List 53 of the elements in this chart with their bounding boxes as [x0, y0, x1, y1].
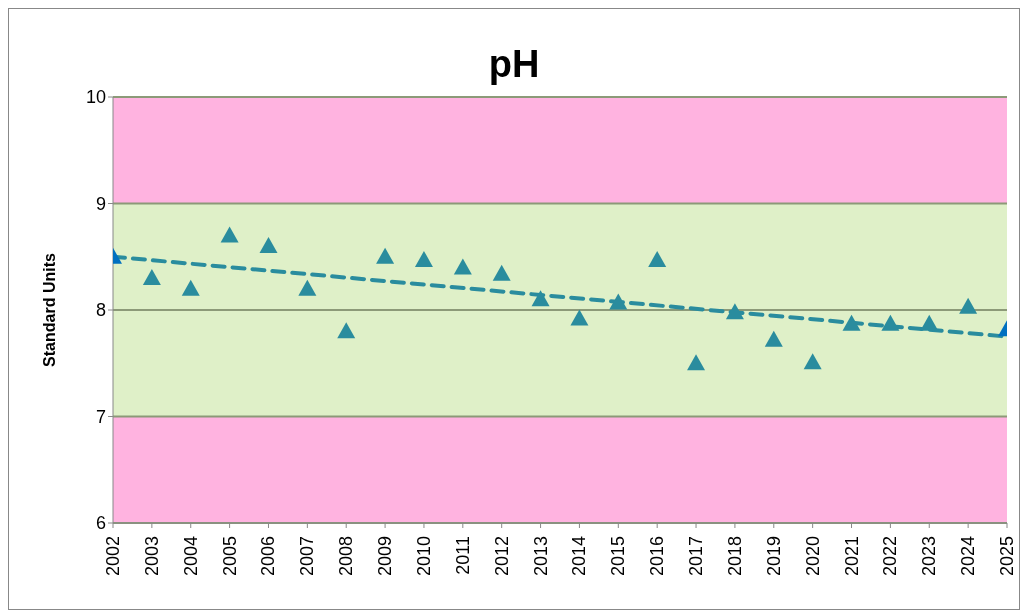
point	[570, 309, 589, 326]
chart-title: pH	[487, 43, 541, 86]
x-tick-label: 2008	[336, 536, 357, 577]
y-tick-label: 7	[95, 406, 106, 427]
x-tick-label: 2011	[452, 536, 473, 575]
y-tick-label: 6	[95, 513, 106, 534]
point	[920, 314, 939, 331]
x-tick-label: 2015	[608, 536, 629, 577]
point	[414, 250, 433, 267]
x-tick-label: 2006	[258, 536, 279, 577]
point	[337, 322, 356, 339]
point	[609, 293, 628, 310]
x-tick-label: 2013	[530, 536, 551, 577]
point	[687, 354, 706, 371]
point	[453, 258, 472, 275]
point	[531, 290, 550, 307]
x-tick-label: 2002	[103, 536, 123, 577]
point	[220, 226, 239, 243]
y-tick-label: 9	[95, 193, 106, 214]
x-tick-label: 2022	[880, 536, 901, 577]
point	[959, 297, 978, 314]
x-tick-label: 2005	[219, 536, 240, 577]
y-tick-label: 8	[95, 300, 106, 321]
x-tick-label: 2009	[375, 536, 396, 577]
point	[725, 303, 744, 320]
x-tick-label: 2014	[569, 536, 590, 577]
x-tick-label: 2024	[958, 536, 979, 577]
y-tick-label: 10	[85, 87, 106, 108]
point	[842, 314, 861, 331]
x-tick-label: 2025	[997, 536, 1017, 577]
x-tick-label: 2010	[413, 536, 434, 577]
x-tick-label: 2018	[724, 536, 745, 577]
x-tick-label: 2004	[180, 536, 201, 577]
point	[492, 264, 511, 281]
point	[648, 250, 667, 267]
x-tick-label: 2019	[763, 536, 784, 577]
point	[298, 279, 317, 296]
point	[259, 237, 278, 254]
point	[376, 247, 395, 264]
x-tick-label: 2007	[297, 536, 318, 577]
point	[764, 330, 783, 347]
x-tick-label: 2021	[841, 536, 862, 577]
x-tick-label: 2003	[141, 536, 162, 577]
y-axis-title: Standard Units	[40, 253, 58, 367]
point	[142, 269, 161, 286]
x-tick-label: 2012	[491, 536, 512, 577]
x-tick-label: 2020	[802, 536, 823, 577]
x-tick-label: 2017	[686, 536, 707, 577]
point	[181, 279, 200, 296]
point	[803, 353, 822, 370]
point	[881, 314, 900, 331]
x-tick-label: 2016	[647, 536, 668, 577]
x-tick-label: 2023	[919, 536, 940, 577]
